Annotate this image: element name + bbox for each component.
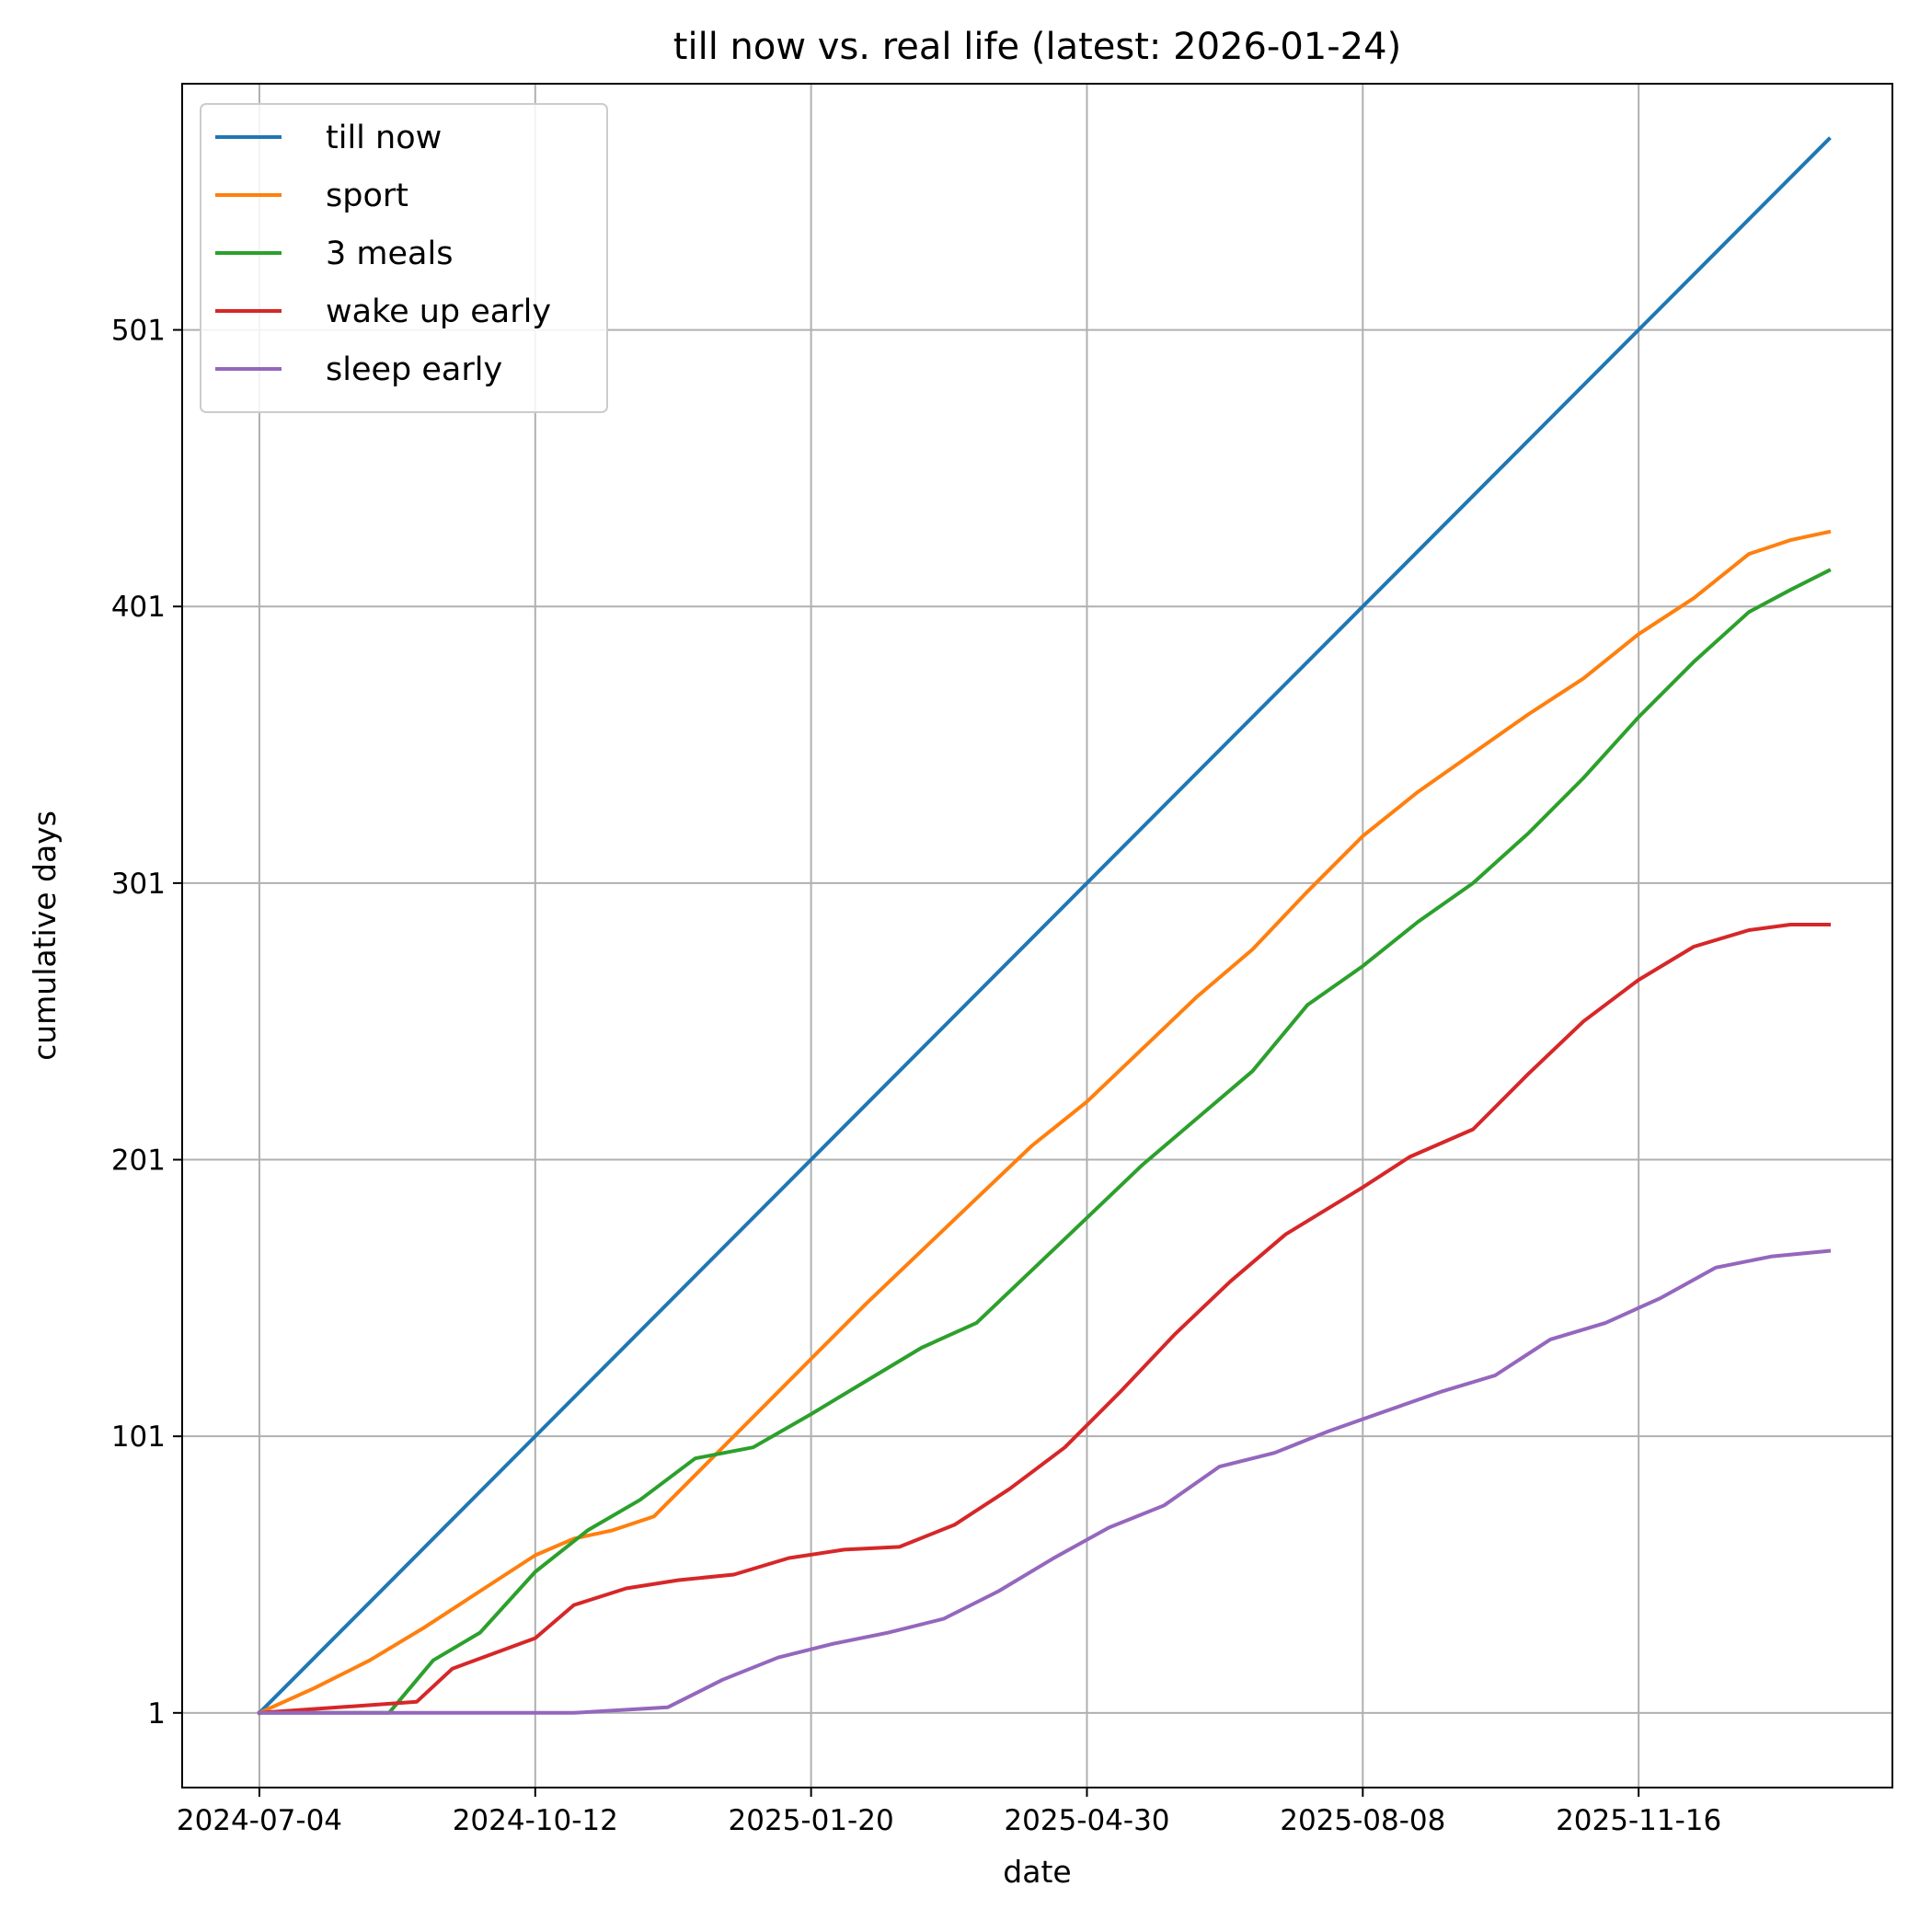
series-line-3-meals: [258, 568, 1832, 1715]
series-line-wake-up-early: [257, 923, 1831, 1715]
x-tick-label: 2024-07-04: [177, 1804, 342, 1837]
legend-label: sleep early: [326, 351, 502, 388]
x-tick-label: 2025-11-16: [1556, 1804, 1721, 1837]
y-tick-label: 101: [111, 1420, 166, 1454]
legend-label: till now: [326, 120, 442, 156]
y-axis-title: cumulative days: [27, 811, 63, 1061]
y-tick-label: 201: [111, 1144, 166, 1178]
y-tick-label: 401: [111, 591, 166, 624]
x-axis-title: date: [1003, 1854, 1071, 1890]
series-line-sport: [257, 529, 1832, 1716]
legend-label: sport: [326, 178, 408, 214]
x-tick-label: 2025-04-30: [1004, 1804, 1169, 1837]
x-tick-label: 2025-01-20: [729, 1804, 894, 1837]
series-line-sleep-early: [258, 1248, 1832, 1715]
legend: till now sport 3 meals wake up early sleep e…: [200, 103, 608, 413]
y-tick-label: 1: [147, 1697, 166, 1731]
plot-frame: [181, 83, 1893, 1788]
legend-box: [200, 103, 608, 413]
x-tick-label: 2024-10-12: [453, 1804, 618, 1837]
x-tick-label: 2025-08-08: [1280, 1804, 1445, 1837]
axis-ticks: 2024-07-04 2024-10-12 2025-01-20 2025-04-30…: [111, 315, 1721, 1837]
legend-label: 3 meals: [326, 236, 453, 272]
y-tick-label: 301: [111, 868, 166, 901]
y-tick-label: 501: [111, 315, 166, 348]
chart-title: till now vs. real life (latest: 2026-01-…: [673, 26, 1401, 68]
series-line-till-now: [257, 136, 1832, 1716]
series-lines: [257, 136, 1832, 1716]
legend-label: wake up early: [326, 293, 551, 330]
